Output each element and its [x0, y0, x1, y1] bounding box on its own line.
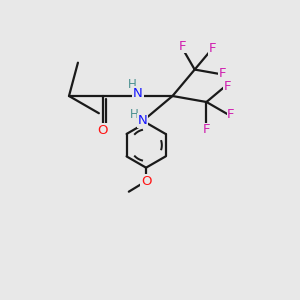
Text: H: H [130, 108, 139, 121]
Text: H: H [128, 78, 137, 91]
Text: O: O [97, 124, 107, 137]
Text: N: N [133, 87, 143, 100]
Text: F: F [227, 108, 235, 121]
Text: F: F [218, 67, 226, 80]
Text: F: F [203, 123, 210, 136]
Text: F: F [209, 42, 216, 55]
Text: F: F [179, 40, 186, 53]
Text: F: F [224, 80, 231, 93]
Text: O: O [141, 175, 151, 188]
Text: N: N [138, 114, 147, 127]
